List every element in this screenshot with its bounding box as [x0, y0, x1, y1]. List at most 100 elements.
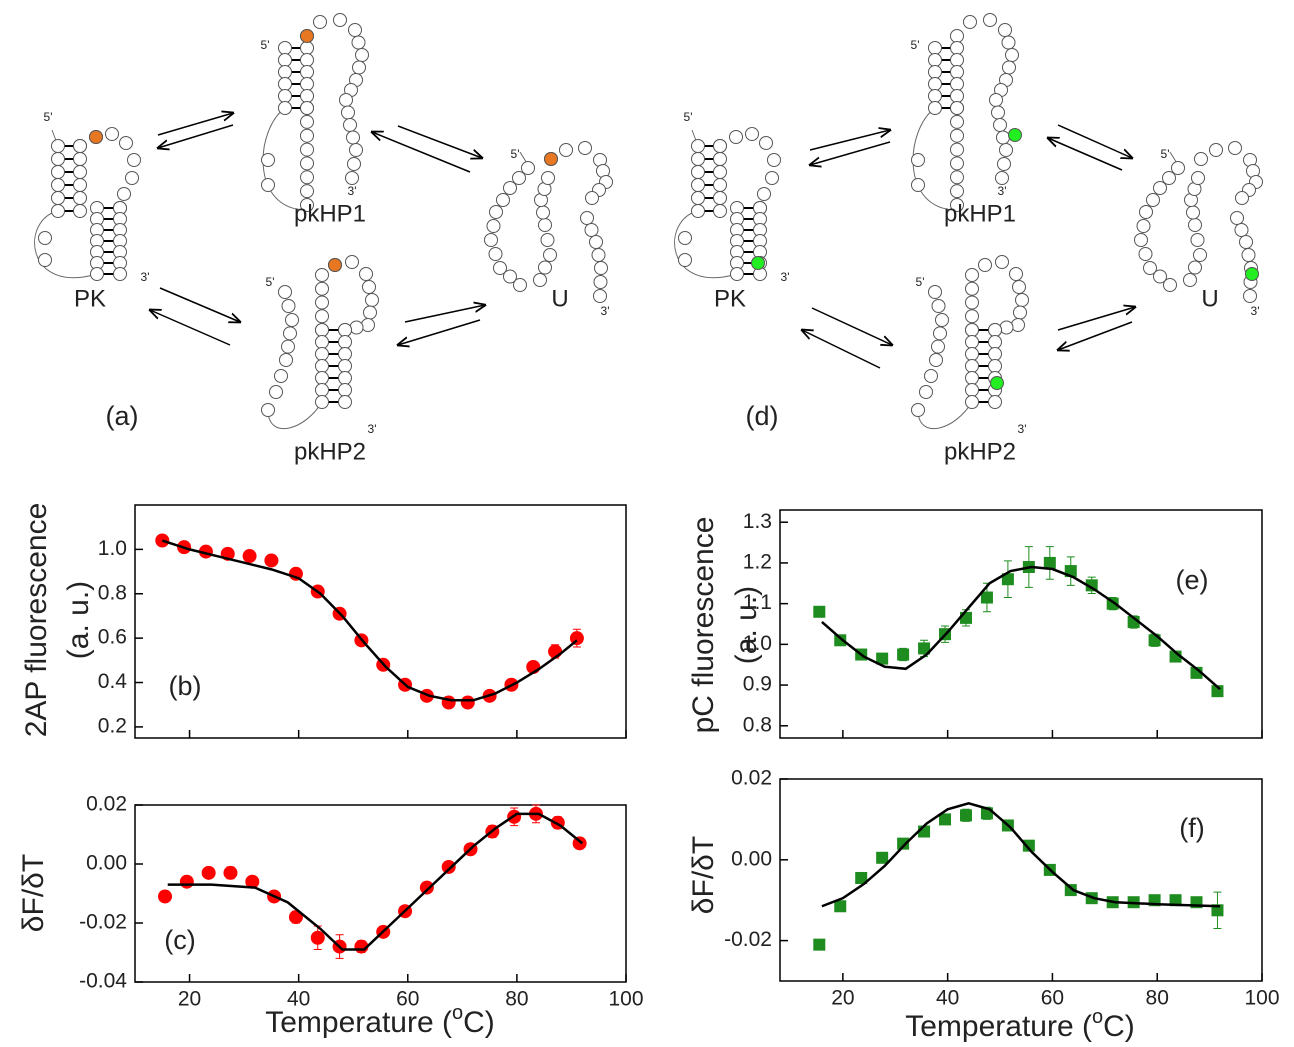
nucleotide — [965, 395, 979, 409]
nucleotide — [484, 233, 498, 247]
nucleotide — [988, 335, 1002, 349]
nucleotide — [950, 114, 964, 129]
nucleotide — [988, 359, 1002, 373]
three-prime-label: 3' — [998, 184, 1007, 198]
nucleotide — [978, 258, 992, 272]
arrow — [404, 305, 485, 323]
nucleotide — [278, 53, 292, 67]
nucleotide — [1163, 278, 1177, 292]
nucleotide — [1171, 161, 1185, 175]
x-tick-label: 20 — [178, 988, 201, 1011]
nucleotide — [73, 178, 87, 192]
nucleotide — [997, 157, 1011, 171]
nucleotide — [559, 143, 573, 157]
nucleotide — [991, 105, 1005, 120]
data-point — [179, 874, 194, 889]
nucleotide — [338, 383, 352, 397]
nucleotide — [300, 142, 314, 157]
plot-frame — [134, 804, 627, 983]
nucleotide — [300, 89, 314, 103]
nucleotide — [300, 170, 314, 185]
nucleotide — [928, 53, 942, 67]
nucleotide — [1245, 267, 1259, 281]
nucleotide — [1183, 273, 1197, 287]
nucleotide — [950, 184, 964, 199]
nucleotide — [745, 127, 759, 141]
nucleotide — [928, 77, 942, 91]
y-tick-label: 1.1 — [743, 591, 772, 614]
nucleotide — [51, 139, 65, 153]
nucleotide — [965, 309, 979, 324]
x-axis-label: Temperature (oC) — [265, 1002, 495, 1039]
panel-label: (f) — [1179, 813, 1204, 843]
nucleotide — [1009, 267, 1023, 281]
nucleotide — [300, 53, 314, 67]
data-point — [1064, 884, 1077, 897]
data-point — [288, 910, 303, 925]
data-point — [897, 648, 910, 661]
y-axis-label: δF/δT — [687, 836, 720, 914]
nucleotide — [924, 369, 938, 383]
x-tick-label: 60 — [1041, 987, 1064, 1010]
data-point — [223, 865, 238, 880]
fit-line — [821, 801, 1221, 908]
nucleotide — [281, 299, 296, 313]
nucleotide — [730, 267, 744, 281]
nucleotide — [999, 143, 1013, 157]
nucleotide — [361, 318, 375, 332]
nucleotide — [950, 128, 964, 143]
nucleotide — [538, 218, 552, 232]
nucleotide — [341, 105, 355, 120]
x-tick-label: 80 — [505, 988, 528, 1011]
nucleotide — [935, 313, 949, 327]
nucleotide — [965, 347, 979, 361]
nucleotide — [928, 285, 942, 299]
nucleotide — [536, 205, 550, 220]
nucleotide — [1005, 48, 1019, 62]
nucleotide — [51, 178, 65, 192]
x-tick-label: 20 — [831, 987, 854, 1010]
panel-label: (d) — [746, 401, 779, 431]
nucleotide — [345, 171, 359, 185]
three-prime-label: 3' — [781, 270, 790, 284]
nucleotide — [580, 211, 594, 225]
nucleotide — [315, 371, 329, 385]
nucleotide — [757, 187, 771, 201]
nucleotide — [950, 77, 964, 91]
nucleotide — [359, 267, 373, 281]
nucleotide — [1209, 143, 1223, 157]
nucleotide — [300, 65, 314, 79]
nucleotide — [584, 223, 599, 237]
nucleotide — [678, 253, 692, 267]
arrow — [1057, 124, 1132, 158]
nucleotide — [585, 191, 599, 205]
nucleotide — [1134, 233, 1148, 247]
nucleotide — [89, 130, 103, 144]
nucleotide — [541, 171, 555, 185]
nucleotide — [983, 13, 997, 27]
nucleotide — [929, 353, 943, 367]
y-axis-label: δF/δT — [17, 854, 50, 932]
y-tick-label: -0.02 — [79, 911, 127, 934]
nucleotide — [990, 376, 1004, 390]
nucleotide — [300, 114, 314, 129]
nucleotide — [281, 339, 295, 354]
backbone — [267, 401, 323, 430]
nucleotide — [1162, 171, 1176, 185]
x-axis-label-part: Temperature ( — [265, 1006, 452, 1039]
nucleotide — [113, 267, 127, 281]
y-axis-label: (a. u.) — [730, 586, 763, 664]
nucleotide — [278, 285, 292, 299]
arrow — [372, 132, 471, 173]
nucleotide — [995, 171, 1009, 185]
data-point — [419, 880, 434, 895]
nucleotide — [729, 130, 743, 144]
nucleotide — [1230, 211, 1244, 225]
nucleotide — [1139, 205, 1153, 219]
nucleotide — [503, 269, 517, 284]
nucleotide — [349, 320, 364, 335]
nucleotide — [589, 235, 603, 249]
nucleotide — [486, 219, 501, 233]
nucleotide — [278, 65, 292, 79]
